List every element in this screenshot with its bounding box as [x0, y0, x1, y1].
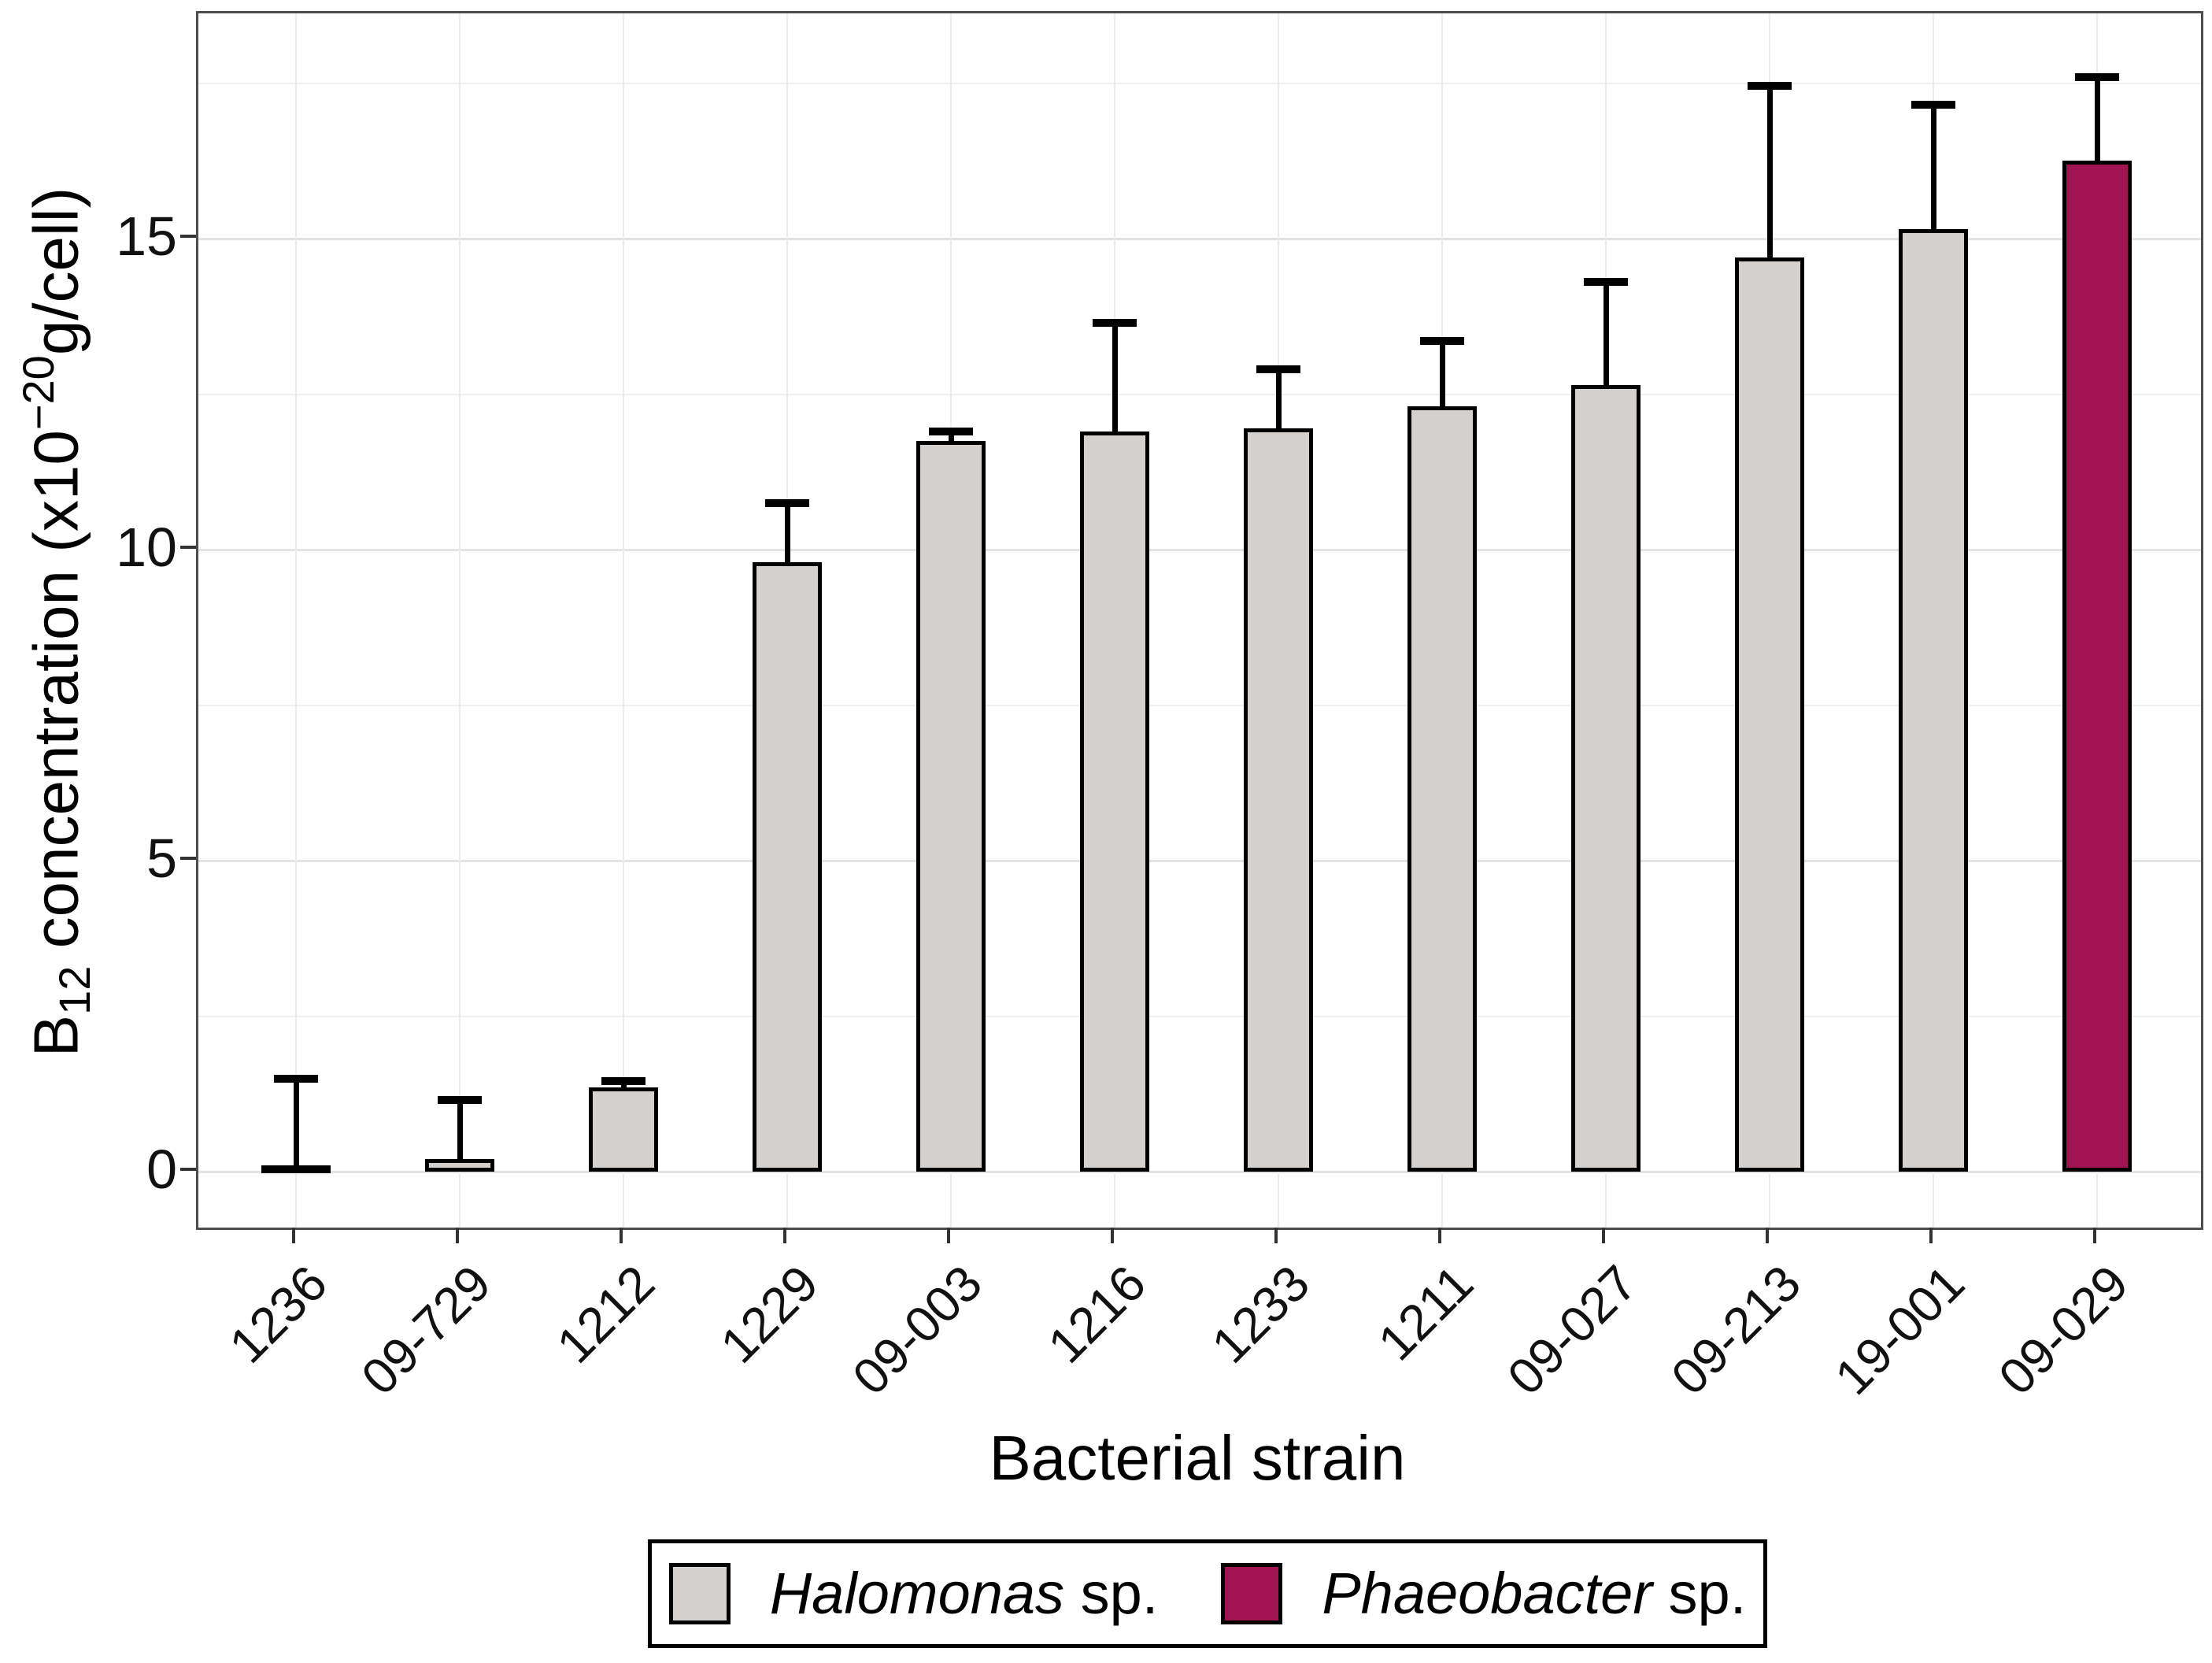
error-bar-cap: [765, 498, 809, 507]
error-bar-stem: [1604, 282, 1609, 388]
x-tick-mark: [1111, 1228, 1114, 1243]
x-tick-mark: [2093, 1228, 2096, 1243]
x-tick-mark: [1929, 1228, 1933, 1243]
x-tick-mark: [1602, 1228, 1605, 1243]
x-tick-label-1216: 1216: [1037, 1254, 1157, 1374]
x-tick-label-1233: 1233: [1200, 1254, 1321, 1374]
error-bar-cap: [274, 1074, 318, 1083]
y-tick-mark: [180, 546, 196, 549]
x-tick-mark: [1766, 1228, 1769, 1243]
error-bar-stem: [1112, 322, 1118, 435]
error-bar-stem: [949, 431, 954, 444]
error-bar-stem: [1767, 86, 1773, 261]
legend-swatch-halomonas: [668, 1563, 731, 1624]
x-tick-label-1211: 1211: [1367, 1254, 1485, 1372]
x-tick-mark: [1274, 1228, 1278, 1243]
bar-1233: [1244, 428, 1313, 1172]
x-tick-label-1229: 1229: [709, 1254, 830, 1374]
error-bar-cap: [2075, 72, 2119, 81]
gridline-vertical: [295, 13, 297, 1228]
x-tick-mark: [1438, 1228, 1441, 1243]
error-bar-cap: [1911, 101, 1955, 109]
legend-box: Halomonas sp. Phaeobacter sp.: [648, 1539, 1767, 1648]
legend-label-halomonas: Halomonas sp.: [769, 1561, 1159, 1626]
gridline-minor: [198, 393, 2201, 395]
error-bar-stem: [785, 502, 790, 565]
x-tick-mark: [947, 1228, 950, 1243]
error-bar-stem: [1276, 369, 1282, 431]
y-tick-label-15: 15: [116, 206, 177, 267]
bar-1216: [1080, 431, 1149, 1172]
x-tick-mark: [456, 1228, 459, 1243]
legend-swatch-phaeobacter: [1221, 1563, 1283, 1624]
y-title-superscript: −20: [13, 355, 63, 431]
bar-1211: [1407, 406, 1477, 1172]
bar-09-003: [916, 440, 986, 1172]
gridline-vertical: [459, 13, 461, 1228]
gridline-major: [198, 1171, 2201, 1173]
x-tick-label-09-213: 09-213: [1660, 1254, 1812, 1406]
bar-09-029: [2062, 161, 2132, 1172]
bar-09-027: [1571, 384, 1641, 1172]
bar-1236: [261, 1165, 331, 1174]
error-bar-stem: [1440, 341, 1445, 410]
error-bar-cap: [1748, 82, 1792, 91]
x-tick-label-1236: 1236: [218, 1254, 338, 1374]
error-bar-cap: [601, 1077, 645, 1086]
legend-item-halomonas: Halomonas sp.: [668, 1561, 1159, 1626]
gridline-minor: [198, 1015, 2201, 1017]
y-axis-title: B12 concentration (x10−20g/cell): [7, 187, 106, 1057]
legend-item-phaeobacter: Phaeobacter sp.: [1221, 1563, 1746, 1624]
error-bar-stem: [294, 1078, 299, 1169]
error-bar-cap: [1093, 318, 1137, 327]
y-tick-label-0: 0: [146, 1139, 177, 1200]
gridline-major: [198, 860, 2201, 862]
gridline-vertical: [623, 13, 624, 1228]
y-tick-mark: [180, 235, 196, 238]
gridline-major: [198, 549, 2201, 551]
bar-1212: [589, 1087, 658, 1172]
y-title-base: B: [20, 1014, 91, 1057]
error-bar-stem: [621, 1081, 627, 1091]
x-tick-label-09-029: 09-029: [1988, 1254, 2140, 1406]
bar-1229: [753, 561, 822, 1172]
bar-09-213: [1735, 257, 1804, 1172]
error-bar-cap: [1584, 278, 1628, 287]
x-tick-label-09-027: 09-027: [1496, 1254, 1648, 1406]
x-tick-label-1212: 1212: [546, 1254, 666, 1374]
error-bar-cap: [438, 1096, 482, 1105]
x-tick-label-09-729: 09-729: [350, 1254, 502, 1406]
y-tick-mark: [180, 1168, 196, 1171]
y-tick-label-10: 10: [116, 517, 177, 578]
x-tick-mark: [292, 1228, 295, 1243]
x-tick-mark: [783, 1228, 786, 1243]
plot-panel: [196, 11, 2203, 1230]
x-tick-label-09-003: 09-003: [842, 1254, 993, 1406]
gridline-major: [198, 238, 2201, 240]
y-title-subscript: 12: [50, 965, 100, 1015]
bar-09-729: [425, 1159, 494, 1172]
x-tick-mark: [620, 1228, 623, 1243]
error-bar-cap: [1256, 365, 1300, 373]
x-tick-label-19-001: 19-001: [1824, 1254, 1976, 1406]
gridline-minor: [198, 704, 2201, 706]
error-bar-stem: [1931, 105, 1936, 233]
y-tick-mark: [180, 857, 196, 860]
bar-19-001: [1899, 229, 1968, 1172]
error-bar-stem: [457, 1100, 463, 1163]
x-axis-title: Bacterial strain: [989, 1423, 1406, 1493]
error-bar-stem: [2095, 76, 2100, 165]
legend-label-phaeobacter: Phaeobacter sp.: [1322, 1561, 1747, 1626]
gridline-minor: [198, 82, 2201, 84]
error-bar-cap: [929, 427, 973, 435]
error-bar-cap: [1420, 337, 1464, 346]
y-tick-label-5: 5: [146, 828, 177, 889]
